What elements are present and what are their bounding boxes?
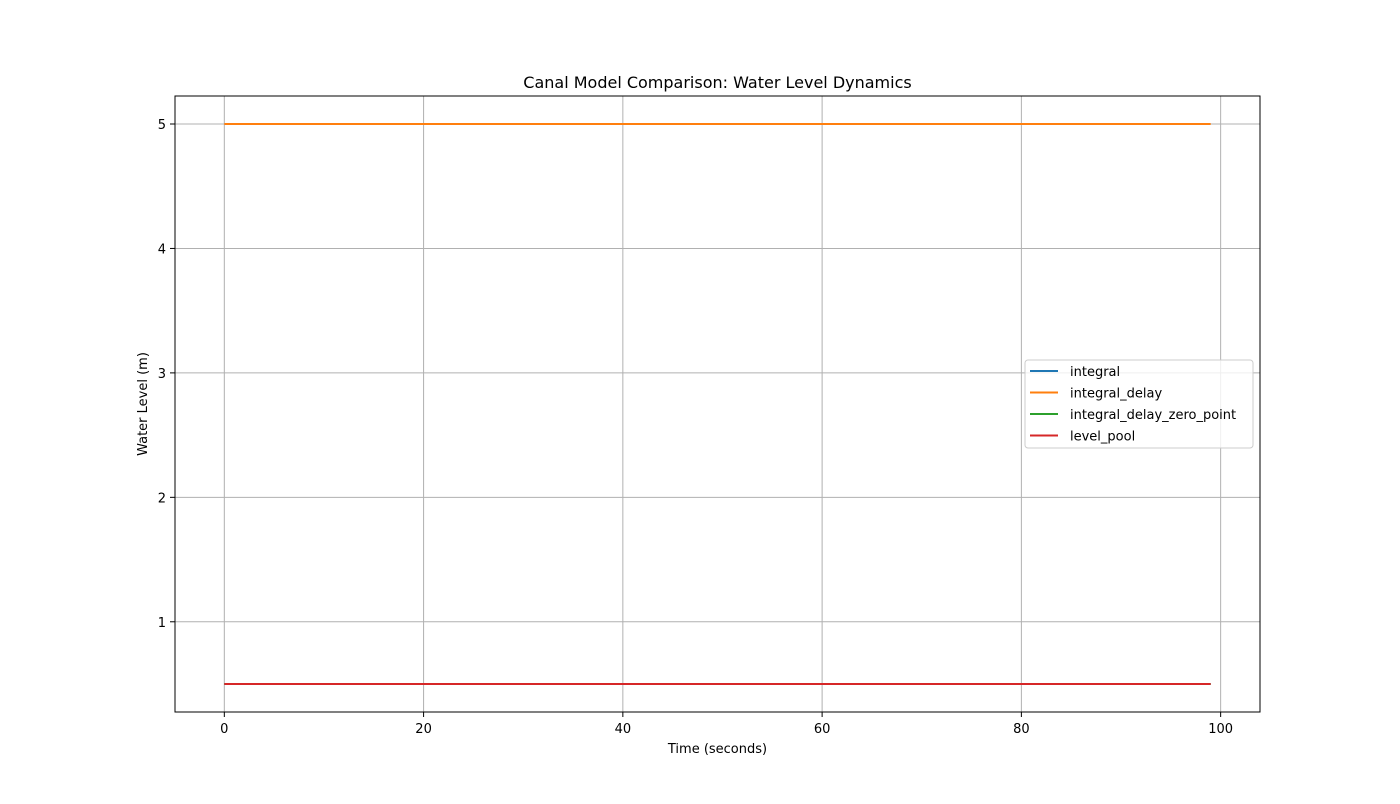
legend-label: level_pool [1070, 430, 1135, 445]
y-tick-label: 1 [158, 616, 166, 631]
y-tick-label: 3 [158, 367, 166, 382]
axis-ticks: 0 20 40 60 80 100 1 2 3 4 5 [158, 118, 1233, 737]
y-tick-label: 4 [158, 242, 166, 257]
series-lines [224, 123, 1211, 685]
x-tick-label: 40 [615, 722, 632, 737]
chart-title: Canal Model Comparison: Water Level Dyna… [523, 73, 911, 92]
legend-label: integral_delay [1070, 387, 1162, 402]
legend-box [1024, 359, 1254, 449]
x-tick-label: 80 [1013, 722, 1030, 737]
x-tick-label: 60 [814, 722, 831, 737]
x-tick-label: 0 [220, 722, 228, 737]
x-tick-label: 100 [1208, 722, 1233, 737]
legend: integral integral_delay integral_delay_zer… [1024, 359, 1254, 449]
plot-frame [174, 95, 1261, 713]
y-tick-label: 5 [158, 118, 166, 133]
x-axis-label: Time (seconds) [667, 742, 767, 757]
legend-label: integral [1070, 365, 1120, 380]
x-tick-label: 20 [415, 722, 432, 737]
y-tick-label: 2 [158, 491, 166, 506]
y-axis-label: Water Level (m) [136, 352, 151, 456]
legend-label: integral_delay_zero_point [1070, 408, 1236, 423]
